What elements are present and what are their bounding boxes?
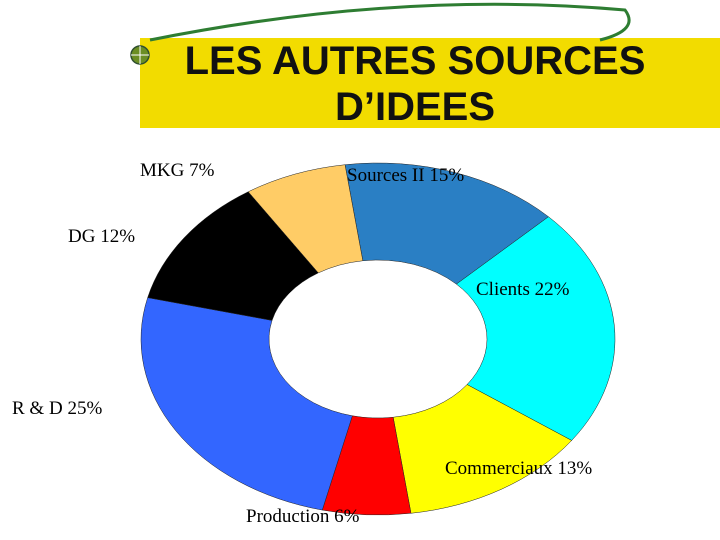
category-label: Clients [476,279,530,300]
value-label: 13% [557,458,592,479]
donut-segment [247,164,364,274]
category-label: Sources II [347,165,425,186]
donut-segment [455,216,616,441]
data-label: Sources II 15% [347,165,464,186]
value-label: 6% [334,506,360,527]
category-label: MKG [140,160,185,181]
data-label: MKG 7% [140,160,215,181]
title-band [140,38,720,128]
value-label: 25% [67,398,102,419]
donut-segment [392,384,573,514]
donut-segment [140,297,353,511]
value-label: 12% [100,226,135,247]
data-label: R & D 25% [12,398,102,419]
data-label: Production 6% [246,506,360,527]
category-label: Commerciaux [445,458,553,479]
category-label: R & D [12,398,63,419]
category-label: DG [68,226,96,247]
value-label: 7% [189,160,215,181]
decor-curve [149,2,631,42]
chart-title: LES AUTRES SOURCES D’IDEES [184,39,646,129]
data-label: DG 12% [68,226,135,247]
bullet-icon [130,45,150,65]
data-label: Clients 22% [476,279,570,300]
value-label: 22% [535,279,570,300]
value-label: 15% [429,165,464,186]
category-label: Production [246,506,330,527]
data-label: Commerciaux 13% [445,458,592,479]
